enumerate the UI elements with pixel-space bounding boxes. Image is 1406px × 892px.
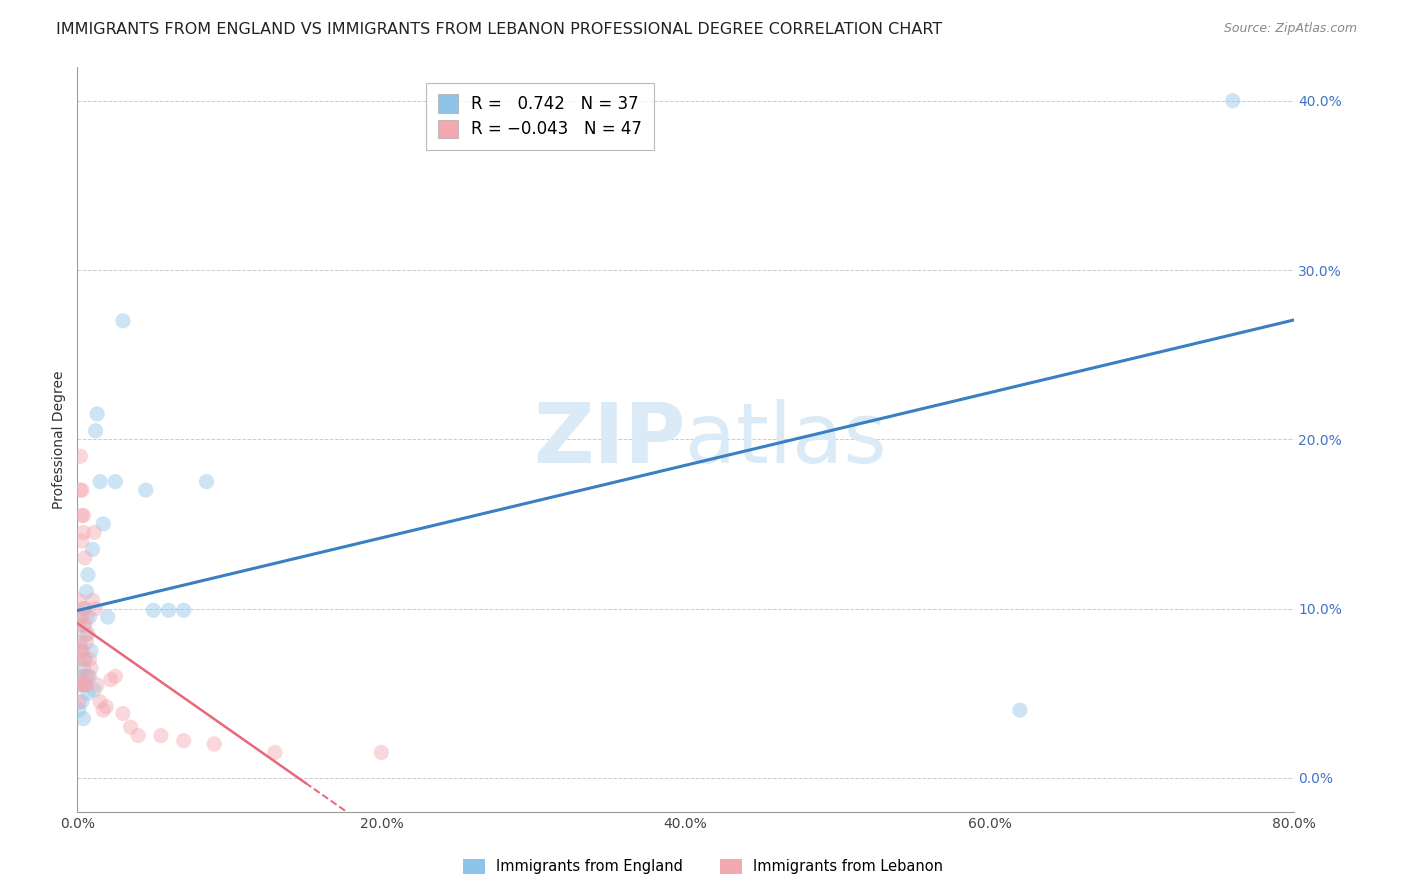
- Point: [120, 720, 142, 734]
- Point: [80, 644, 103, 658]
- Point: [79, 669, 101, 683]
- Point: [73, 550, 96, 565]
- Point: [73, 601, 96, 615]
- Point: [127, 729, 149, 743]
- Point: [67, 635, 90, 649]
- Point: [75, 584, 97, 599]
- Point: [173, 733, 195, 747]
- Point: [89, 695, 111, 709]
- Point: [67, 695, 90, 709]
- Point: [135, 483, 157, 497]
- Point: [104, 669, 127, 683]
- Point: [69, 483, 91, 497]
- Point: [73, 618, 96, 632]
- Point: [73, 678, 96, 692]
- Point: [72, 601, 94, 615]
- Point: [75, 627, 97, 641]
- Point: [70, 644, 93, 658]
- Point: [69, 644, 91, 658]
- Point: [69, 669, 91, 683]
- Legend: R =   0.742   N = 37, R = −0.043   N = 47: R = 0.742 N = 37, R = −0.043 N = 47: [426, 83, 654, 150]
- Point: [111, 706, 134, 721]
- Point: [75, 610, 97, 624]
- Point: [73, 678, 96, 692]
- Point: [69, 610, 91, 624]
- Point: [80, 661, 103, 675]
- Point: [70, 695, 93, 709]
- Text: atlas: atlas: [686, 399, 887, 480]
- Text: IMMIGRANTS FROM ENGLAND VS IMMIGRANTS FROM LEBANON PROFESSIONAL DEGREE CORRELATI: IMMIGRANTS FROM ENGLAND VS IMMIGRANTS FR…: [56, 22, 942, 37]
- Point: [79, 652, 101, 666]
- Point: [91, 516, 114, 531]
- Point: [70, 483, 93, 497]
- Point: [72, 712, 94, 726]
- Point: [79, 610, 101, 624]
- Point: [77, 669, 100, 683]
- Point: [195, 475, 218, 489]
- Legend: Immigrants from England, Immigrants from Lebanon: Immigrants from England, Immigrants from…: [457, 853, 949, 880]
- Point: [157, 603, 180, 617]
- Point: [75, 678, 97, 692]
- Point: [72, 661, 94, 675]
- Point: [67, 678, 90, 692]
- Point: [264, 746, 287, 760]
- Point: [142, 603, 165, 617]
- Point: [86, 407, 108, 421]
- Point: [1008, 703, 1031, 717]
- Point: [91, 703, 114, 717]
- Point: [83, 525, 105, 540]
- Point: [89, 475, 111, 489]
- Point: [70, 644, 93, 658]
- Point: [77, 567, 100, 582]
- Point: [72, 652, 94, 666]
- Point: [82, 593, 104, 607]
- Text: ZIP: ZIP: [533, 399, 686, 480]
- Point: [69, 449, 91, 463]
- Point: [70, 508, 93, 523]
- Point: [70, 610, 93, 624]
- Point: [202, 737, 225, 751]
- Point: [100, 673, 122, 687]
- Point: [75, 635, 97, 649]
- Point: [84, 424, 107, 438]
- Y-axis label: Professional Degree: Professional Degree: [52, 370, 66, 508]
- Point: [69, 669, 91, 683]
- Point: [67, 618, 90, 632]
- Point: [111, 314, 134, 328]
- Point: [67, 703, 90, 717]
- Point: [83, 682, 105, 697]
- Point: [67, 678, 90, 692]
- Point: [82, 542, 104, 557]
- Point: [73, 652, 96, 666]
- Point: [97, 610, 120, 624]
- Point: [67, 652, 90, 666]
- Point: [86, 678, 108, 692]
- Point: [70, 533, 93, 548]
- Point: [77, 686, 100, 700]
- Point: [69, 635, 91, 649]
- Point: [72, 618, 94, 632]
- Point: [1222, 94, 1244, 108]
- Point: [173, 603, 195, 617]
- Point: [72, 525, 94, 540]
- Point: [149, 729, 172, 743]
- Point: [67, 593, 90, 607]
- Point: [104, 475, 127, 489]
- Point: [96, 699, 118, 714]
- Point: [75, 669, 97, 683]
- Point: [72, 508, 94, 523]
- Point: [77, 627, 100, 641]
- Point: [84, 601, 107, 615]
- Point: [370, 746, 392, 760]
- Point: [70, 678, 93, 692]
- Text: Source: ZipAtlas.com: Source: ZipAtlas.com: [1223, 22, 1357, 36]
